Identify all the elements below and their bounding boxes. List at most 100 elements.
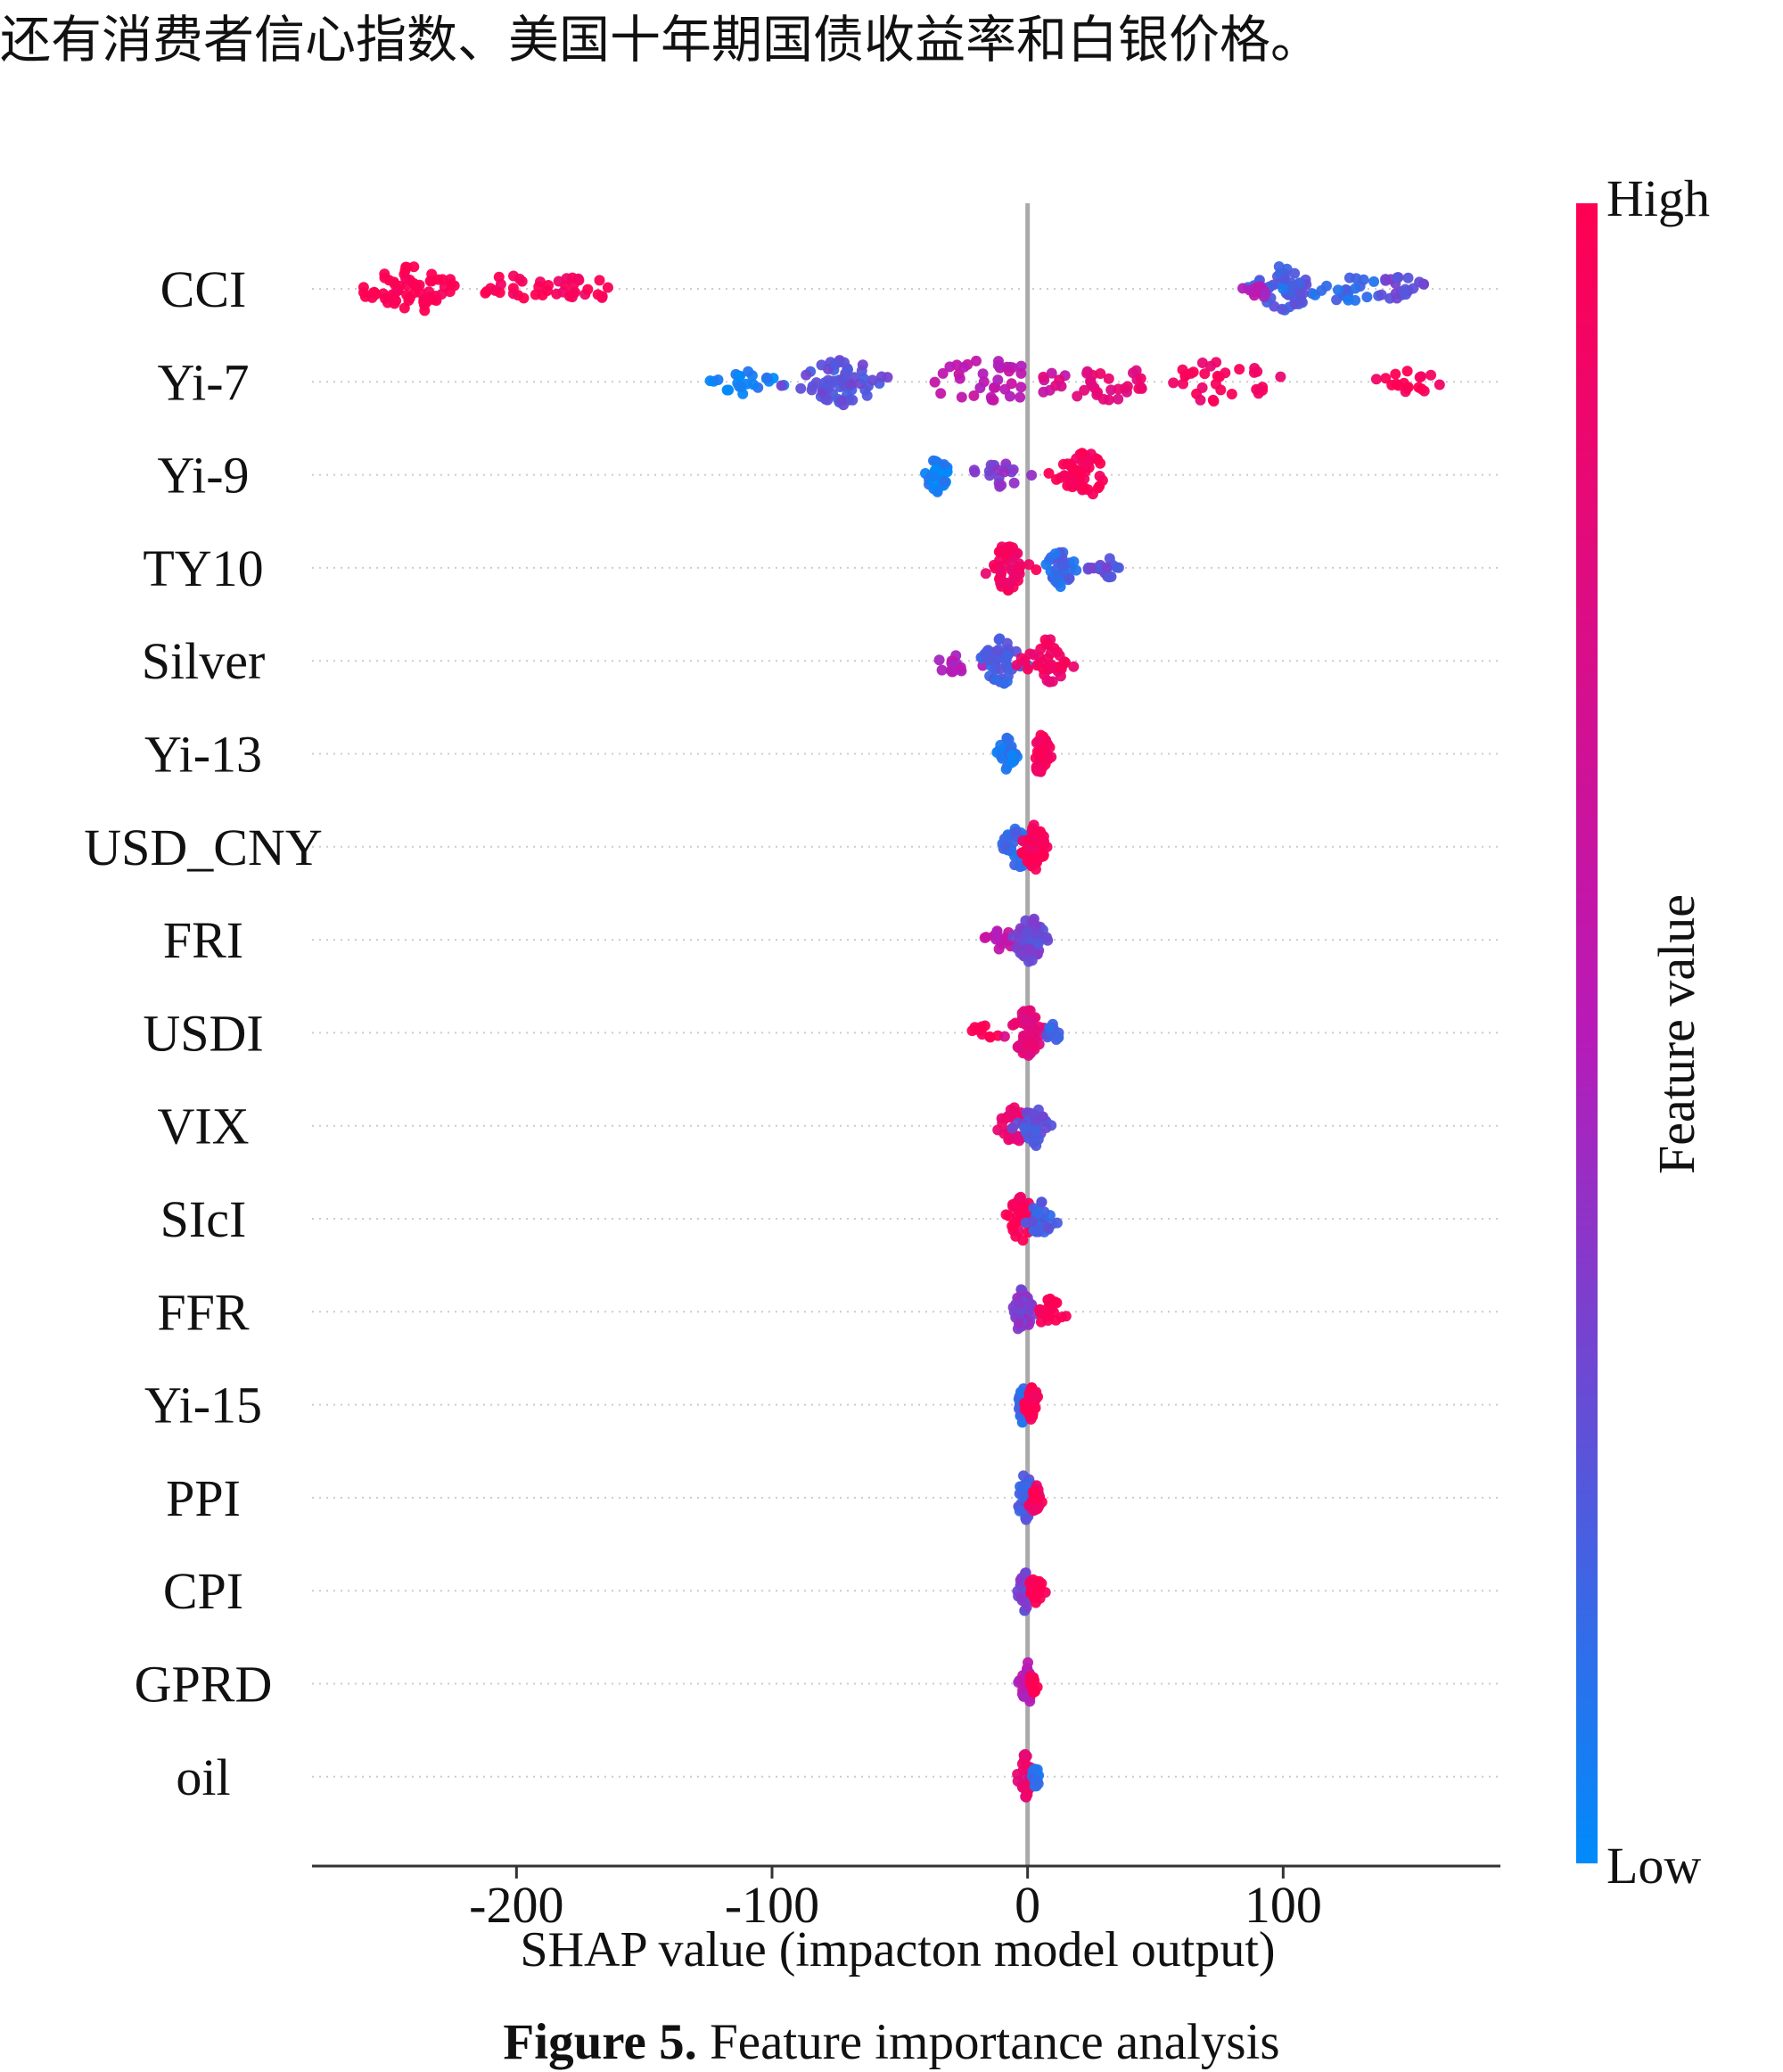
shap-point xyxy=(1426,369,1436,381)
shap-point xyxy=(436,289,448,300)
series-CCI xyxy=(357,261,1429,317)
shap-point xyxy=(994,663,1006,675)
shap-point xyxy=(414,279,425,291)
shap-point xyxy=(446,278,457,290)
shap-point xyxy=(999,839,1011,851)
shap-point xyxy=(495,278,506,290)
series-Silver xyxy=(933,633,1080,689)
shap-point xyxy=(582,284,594,295)
shap-point xyxy=(992,374,1004,386)
shap-point xyxy=(1049,548,1061,560)
shap-point xyxy=(932,485,943,497)
shap-point xyxy=(1015,1387,1027,1399)
shap-point xyxy=(937,367,949,379)
shap-point xyxy=(1027,916,1039,926)
shap-point xyxy=(1042,653,1054,664)
shap-point xyxy=(1226,389,1237,399)
shap-point xyxy=(995,564,1007,576)
shap-point xyxy=(977,368,989,380)
series-VIX xyxy=(992,1102,1057,1151)
shap-point xyxy=(1234,364,1245,375)
shap-point xyxy=(971,355,982,366)
shap-point xyxy=(391,285,403,297)
shap-point xyxy=(568,278,579,290)
shap-point xyxy=(419,305,431,317)
shap-point xyxy=(1350,283,1361,294)
shap-point xyxy=(1316,284,1327,296)
shap-point xyxy=(1380,373,1392,384)
shap-point xyxy=(1094,471,1105,481)
colorbar-low-label: Low xyxy=(1606,1837,1701,1895)
shap-point xyxy=(994,555,1005,566)
shap-point xyxy=(1294,277,1305,289)
shap-point xyxy=(1015,391,1026,403)
shap-point xyxy=(1204,360,1216,372)
shap-point xyxy=(480,287,491,299)
shap-point xyxy=(776,380,787,391)
feature-label: USDI xyxy=(143,1004,263,1062)
shap-point xyxy=(867,374,878,386)
body-text: 还有消费者信心指数、美国十年期国债收益率和白银价格。 xyxy=(0,11,1321,70)
shap-point xyxy=(991,645,1003,657)
shap-point xyxy=(1022,926,1033,938)
shap-point xyxy=(992,359,1004,371)
shap-point xyxy=(1028,1040,1039,1052)
colorbar-title: Feature value xyxy=(1647,894,1705,1174)
shap-point xyxy=(1370,374,1382,385)
shap-point xyxy=(1094,481,1105,492)
shap-point xyxy=(1001,733,1013,744)
shap-point xyxy=(1023,1406,1033,1418)
shap-point xyxy=(1021,1514,1031,1525)
feature-label: Yi-13 xyxy=(144,726,262,784)
shap-point xyxy=(958,361,970,373)
shap-point xyxy=(1018,1690,1030,1702)
shap-point xyxy=(1009,1218,1020,1229)
shap-point xyxy=(982,645,993,657)
shap-point xyxy=(974,382,986,393)
x-tick-label: 0 xyxy=(1015,1876,1040,1934)
shap-point xyxy=(1024,1671,1036,1682)
shap-point xyxy=(1014,1298,1025,1310)
shap-point xyxy=(1028,851,1039,862)
shap-point xyxy=(408,287,420,299)
shap-point xyxy=(1008,477,1020,489)
shap-point xyxy=(1408,283,1419,294)
shap-point xyxy=(1015,360,1027,372)
shap-point xyxy=(1043,1311,1055,1322)
shap-point xyxy=(997,1117,1008,1129)
shap-point xyxy=(1019,1748,1031,1760)
shap-point xyxy=(944,361,956,373)
shap-point xyxy=(858,373,869,384)
shap-point xyxy=(594,275,605,286)
shap-point xyxy=(1081,367,1093,379)
shap-point xyxy=(1376,289,1387,300)
shap-point xyxy=(1012,1132,1023,1144)
shap-point xyxy=(996,480,1007,491)
shap-point xyxy=(1196,358,1208,368)
series-Yi-15 xyxy=(1013,1382,1043,1428)
shap-point xyxy=(835,395,847,407)
shap-point xyxy=(712,374,724,385)
shap-point xyxy=(845,379,857,391)
shap-point xyxy=(1024,1024,1036,1036)
shap-point xyxy=(1026,1382,1038,1394)
shap-point xyxy=(1104,553,1115,564)
shap-point xyxy=(1034,1303,1045,1315)
series-Yi-7 xyxy=(704,355,1445,411)
series-USDI xyxy=(966,1005,1064,1061)
shap-point xyxy=(1015,653,1027,664)
shap-point xyxy=(795,382,807,394)
shap-point xyxy=(875,371,887,382)
shap-point xyxy=(1032,736,1044,747)
shap-point xyxy=(969,1022,981,1033)
feature-label: Yi-7 xyxy=(157,353,249,411)
shap-point xyxy=(1036,1196,1048,1208)
shap-point xyxy=(1032,929,1044,941)
shap-point xyxy=(1003,366,1015,377)
shap-point xyxy=(1187,366,1199,378)
shap-point xyxy=(743,366,754,377)
shap-point xyxy=(1087,489,1098,500)
shap-point xyxy=(947,666,958,678)
shap-point xyxy=(507,288,519,300)
shap-point xyxy=(1037,1111,1048,1122)
